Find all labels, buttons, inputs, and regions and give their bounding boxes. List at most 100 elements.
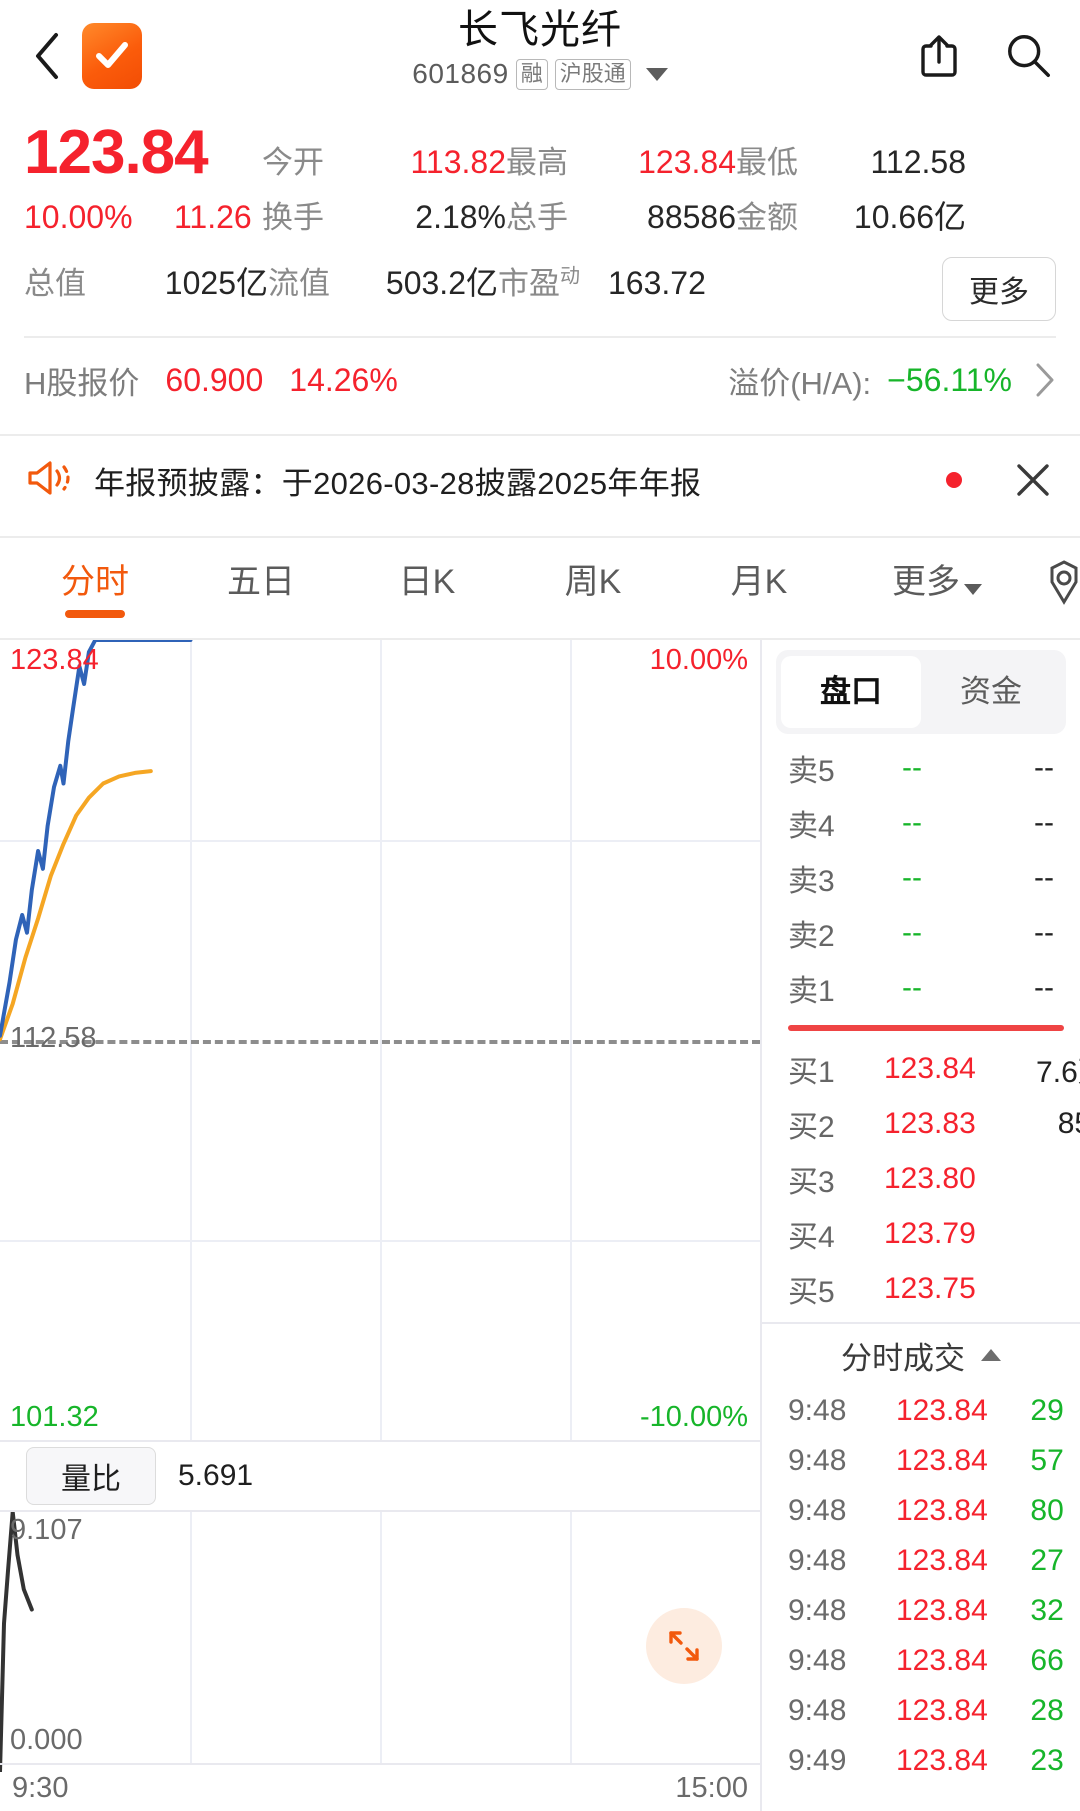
change-cell: 10.00% 11.26 xyxy=(24,199,262,236)
deal-time: 9:48 xyxy=(788,1494,847,1527)
buy-level-qty: 1 xyxy=(998,1162,1080,1196)
deal-qty: 28 xyxy=(1030,1694,1064,1727)
chart-low-pct-label: -10.00% xyxy=(639,1401,748,1433)
sell-level-row[interactable]: 卖1 -- -- xyxy=(762,960,1080,1015)
chevron-left-icon[interactable] xyxy=(26,30,68,82)
share-icon[interactable] xyxy=(914,31,964,81)
megaphone-icon xyxy=(26,458,72,503)
sell-level-row[interactable]: 卖4 -- -- xyxy=(762,795,1080,850)
buy-level-row[interactable]: 买3 123.80 1 xyxy=(762,1151,1080,1206)
tab-day-k[interactable]: 日K xyxy=(398,563,456,601)
app-logo-check-icon[interactable] xyxy=(82,23,142,89)
buy-level-name: 买3 xyxy=(788,1165,835,1199)
divider-4 xyxy=(0,638,1080,640)
chart-prevclose-label: 112.58 xyxy=(10,1022,97,1054)
deal-time: 9:48 xyxy=(788,1694,847,1727)
divider-2 xyxy=(0,434,1080,436)
amount-label: 金额 xyxy=(736,200,798,235)
last-price: 123.84 xyxy=(24,118,209,187)
deal-row[interactable]: 9:48 123.84 28 xyxy=(762,1686,1080,1736)
high-label: 最高 xyxy=(506,145,568,180)
open-value: 113.82 xyxy=(410,144,507,180)
hshare-percent: 14.26% xyxy=(289,361,398,398)
tab-zijin[interactable]: 资金 xyxy=(960,674,1022,709)
sell-level-name: 卖4 xyxy=(788,809,835,843)
deal-price: 123.84 xyxy=(896,1394,988,1427)
hshare-row[interactable]: H股报价 60.900 14.26% 溢价(H/A): −56.11% xyxy=(0,338,1080,422)
deal-row[interactable]: 9:48 123.84 29 xyxy=(762,1386,1080,1436)
quote-row-1: 123.84 今开 113.82 最高 123.84 最低 112.58 xyxy=(24,118,1056,192)
more-button[interactable]: 更多 xyxy=(942,257,1056,321)
gear-icon[interactable] xyxy=(1038,556,1080,608)
deal-row[interactable]: 9:49 123.84 23 xyxy=(762,1736,1080,1786)
orderbook-column: 盘口 资金 卖5 -- -- 卖4 -- -- 卖3 -- -- 卖2 -- -- 卖1 -- -- 买1 1… xyxy=(762,640,1080,1811)
indicator-chart[interactable]: 9.107 0.000 9:30 15:00 xyxy=(0,1510,760,1811)
tab-week-k[interactable]: 周K xyxy=(564,563,622,601)
floatcap-label: 流值 xyxy=(268,266,330,301)
search-icon[interactable] xyxy=(1004,31,1054,81)
buy-level-row[interactable]: 买2 123.83 852 xyxy=(762,1096,1080,1151)
intraday-price-chart[interactable]: 123.84 10.00% 112.58 101.32 -10.00% xyxy=(0,640,760,1440)
tab-pankou[interactable]: 盘口 xyxy=(781,656,921,728)
sell-level-row[interactable]: 卖5 -- -- xyxy=(762,740,1080,795)
quote-row-3: 总值 1025亿 流值 503.2亿 市盈动 163.72 更多 xyxy=(24,257,1056,324)
deal-price: 123.84 xyxy=(896,1694,988,1727)
buy-level-name: 买2 xyxy=(788,1110,835,1144)
tab-five-day[interactable]: 五日 xyxy=(227,563,295,601)
close-icon[interactable] xyxy=(1012,459,1054,501)
sell-level-qty: -- xyxy=(1034,860,1054,894)
pe-label: 市盈动 xyxy=(498,265,580,301)
deal-row[interactable]: 9:48 123.84 27 xyxy=(762,1536,1080,1586)
amount-cell: 金额 10.66亿 xyxy=(736,192,966,238)
buy-level-qty: 852 xyxy=(1057,1106,1080,1140)
chevron-right-icon[interactable] xyxy=(1034,362,1056,398)
deal-row[interactable]: 9:48 123.84 66 xyxy=(762,1636,1080,1686)
high-value: 123.84 xyxy=(638,144,736,180)
main-body: 123.84 10.00% 112.58 101.32 -10.00% 量比 5… xyxy=(0,640,1080,1811)
deals-header[interactable]: 分时成交 xyxy=(762,1324,1080,1386)
deal-price: 123.84 xyxy=(896,1594,988,1627)
expand-icon[interactable] xyxy=(646,1608,722,1684)
low-cell: 最低 112.58 xyxy=(736,137,966,182)
indicator-value: 5.691 xyxy=(178,1459,254,1492)
time-axis: 9:30 15:00 xyxy=(0,1763,760,1811)
low-value: 112.58 xyxy=(870,144,967,180)
price-series-svg xyxy=(0,640,193,1042)
buy-level-price: 123.79 xyxy=(884,1216,976,1250)
sell-level-qty: -- xyxy=(1034,805,1054,839)
buy-level-price: 123.84 xyxy=(884,1051,976,1085)
sell-levels-list: 卖5 -- -- 卖4 -- -- 卖3 -- -- 卖2 -- -- 卖1 -- -- xyxy=(762,740,1080,1015)
deal-time: 9:48 xyxy=(788,1644,847,1677)
hshare-label: H股报价 xyxy=(24,365,140,401)
buy-level-qty: 2 xyxy=(998,1217,1080,1251)
stock-code: 601869 xyxy=(412,58,509,89)
notice-bar[interactable]: 年报预披露：于2026-03-28披露2025年年报 xyxy=(0,436,1080,524)
tab-month-k[interactable]: 月K xyxy=(730,563,788,601)
chevron-down-icon[interactable] xyxy=(645,67,668,81)
chevron-up-icon[interactable] xyxy=(981,1349,1001,1361)
deal-row[interactable]: 9:48 123.84 80 xyxy=(762,1486,1080,1536)
stock-subtitle[interactable]: 601869 融 沪股通 xyxy=(412,58,668,90)
sell-level-row[interactable]: 卖3 -- -- xyxy=(762,850,1080,905)
prev-close-line xyxy=(0,1040,760,1044)
buy-level-row[interactable]: 买4 123.79 2 xyxy=(762,1206,1080,1261)
indicator-chip-liangbi[interactable]: 量比 xyxy=(26,1447,156,1505)
buy-level-name: 买1 xyxy=(788,1055,835,1089)
tab-more-label: 更多 xyxy=(892,563,960,601)
tab-more[interactable]: 更多 xyxy=(842,538,1032,626)
deal-row[interactable]: 9:48 123.84 32 xyxy=(762,1586,1080,1636)
sell-level-price: -- xyxy=(902,915,922,949)
sell-level-row[interactable]: 卖2 -- -- xyxy=(762,905,1080,960)
red-dot-indicator xyxy=(946,472,962,488)
sell-level-qty: -- xyxy=(1034,750,1054,784)
deal-row[interactable]: 9:48 123.84 57 xyxy=(762,1436,1080,1486)
deal-price: 123.84 xyxy=(896,1494,988,1527)
indicator-header[interactable]: 量比 5.691 xyxy=(0,1440,760,1510)
sell-level-name: 卖3 xyxy=(788,864,835,898)
deal-price: 123.84 xyxy=(896,1544,988,1577)
buy-level-row[interactable]: 买5 123.75 4 xyxy=(762,1261,1080,1316)
tab-fenshi[interactable]: 分时 xyxy=(12,538,178,626)
buy-level-row[interactable]: 买1 123.84 7.6万 xyxy=(762,1041,1080,1096)
divider-3 xyxy=(0,536,1080,538)
buy-level-name: 买4 xyxy=(788,1220,835,1254)
